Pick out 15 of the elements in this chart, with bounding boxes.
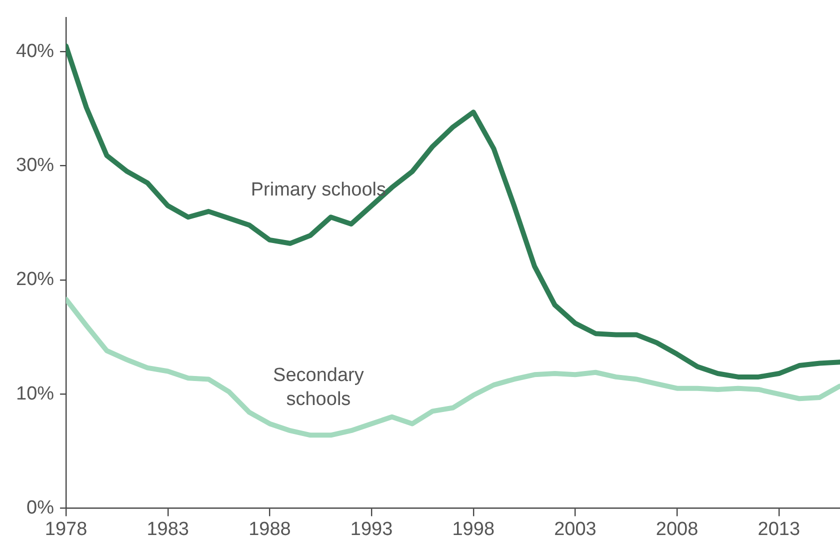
series-label: Primary schools (250, 179, 386, 200)
x-tick-label: 1998 (452, 518, 495, 540)
y-tick-label: 0% (26, 497, 54, 518)
series-label: Secondary schools (273, 365, 364, 410)
x-tick-label: 2013 (758, 518, 800, 540)
x-tick-label: 1978 (44, 518, 88, 540)
y-tick-label: 10% (16, 383, 54, 404)
y-tick-label: 20% (16, 269, 54, 290)
y-tick-label: 40% (16, 40, 54, 62)
x-tick-label: 2008 (656, 518, 698, 540)
x-tick-label: 1993 (350, 518, 393, 540)
x-tick-label: 1983 (146, 518, 190, 540)
x-tick-label: 1988 (248, 518, 291, 540)
x-tick-label: 2003 (554, 518, 596, 540)
y-tick-label: 30% (16, 155, 54, 176)
